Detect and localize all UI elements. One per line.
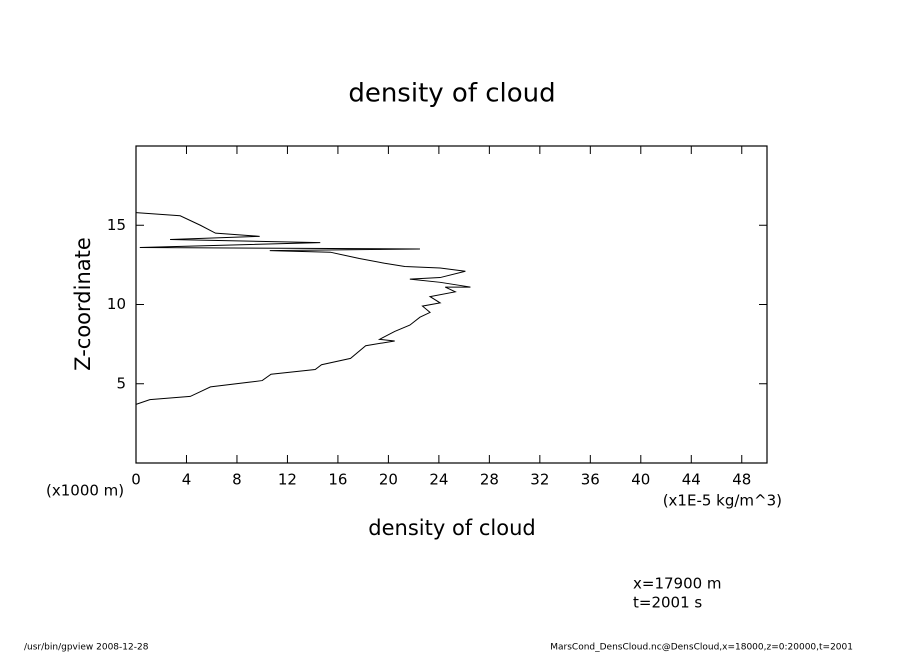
y-tick-label: 5	[116, 374, 126, 392]
x-tick-label: 48	[732, 471, 751, 489]
x-tick-label: 44	[682, 471, 701, 489]
x-tick-label: 28	[480, 471, 499, 489]
footer: /usr/bin/gpview 2008-12-28	[24, 643, 149, 653]
y-axis-label: Z-coordinate	[71, 237, 95, 371]
annotation: t=2001 s	[633, 594, 702, 612]
annotation: x=17900 m	[633, 575, 722, 593]
profile-line	[135, 212, 471, 405]
y-tick-label: 15	[107, 216, 126, 234]
x-tick-label: 8	[232, 471, 242, 489]
x-tick-label: 4	[182, 471, 192, 489]
x-tick-label: 36	[581, 471, 600, 489]
x-axis-label: density of cloud	[368, 516, 535, 540]
y-unit: (x1000 m)	[46, 482, 124, 500]
x-unit: (x1E-5 kg/m^3)	[663, 492, 782, 510]
x-tick-label: 32	[530, 471, 549, 489]
plot-frame	[135, 145, 768, 464]
footer: MarsCond_DensCloud.nc@DensCloud,x=18000,…	[550, 643, 853, 653]
y-tick-label: 10	[107, 295, 126, 313]
x-tick-label: 12	[278, 471, 297, 489]
x-tick-label: 24	[429, 471, 448, 489]
x-tick-label: 20	[379, 471, 398, 489]
x-tick-label: 40	[631, 471, 650, 489]
x-tick-label: 16	[328, 471, 347, 489]
x-tick-label: 0	[131, 471, 141, 489]
chart-title: density of cloud	[348, 79, 555, 109]
